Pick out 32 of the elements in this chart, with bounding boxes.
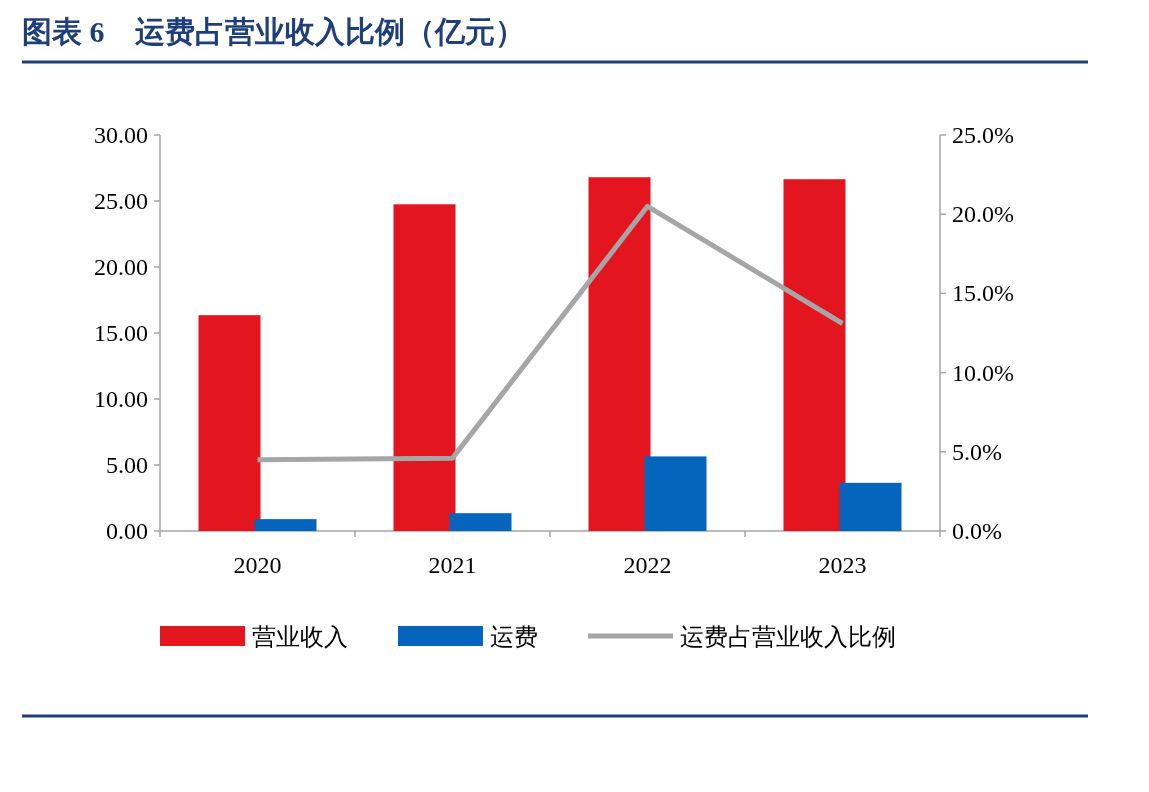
bar [254, 519, 317, 531]
bar [644, 456, 707, 531]
legend-label: 营业收入 [252, 624, 348, 650]
y2-tick-label: 20.0% [952, 201, 1014, 228]
y2-tick-label: 15.0% [952, 280, 1014, 307]
x-tick-label: 2020 [233, 552, 282, 578]
bar [449, 513, 512, 531]
bar [839, 482, 902, 531]
legend-label: 运费占营业收入比例 [680, 624, 896, 650]
y-tick-label: 30.00 [94, 122, 148, 148]
x-tick-label: 2023 [818, 552, 867, 578]
legend-item: 运费占营业收入比例 [588, 624, 896, 650]
y-tick-label: 5.00 [106, 452, 148, 478]
y-tick-label: 10.00 [94, 386, 148, 412]
y2-tick-label: 10.0% [952, 359, 1014, 386]
bar [783, 179, 846, 531]
chart-title: 图表 6 运费占营业收入比例（亿元） [22, 15, 525, 48]
x-tick-label: 2021 [428, 552, 477, 578]
x-tick-label: 2022 [623, 552, 672, 578]
legend-item: 营业收入 [160, 624, 348, 650]
y-tick-label: 20.00 [94, 254, 148, 280]
legend-label: 运费 [490, 624, 538, 650]
legend-item: 运费 [398, 624, 538, 650]
y2-tick-label: 0.0% [952, 518, 1002, 544]
y-tick-label: 25.00 [94, 188, 148, 214]
bar [393, 204, 456, 531]
y2-tick-label: 25.0% [952, 122, 1014, 148]
y2-tick-label: 5.0% [952, 438, 1002, 465]
y-tick-label: 15.00 [94, 320, 148, 346]
bar [198, 315, 261, 531]
bar [588, 177, 651, 531]
y-tick-label: 0.00 [106, 518, 148, 544]
